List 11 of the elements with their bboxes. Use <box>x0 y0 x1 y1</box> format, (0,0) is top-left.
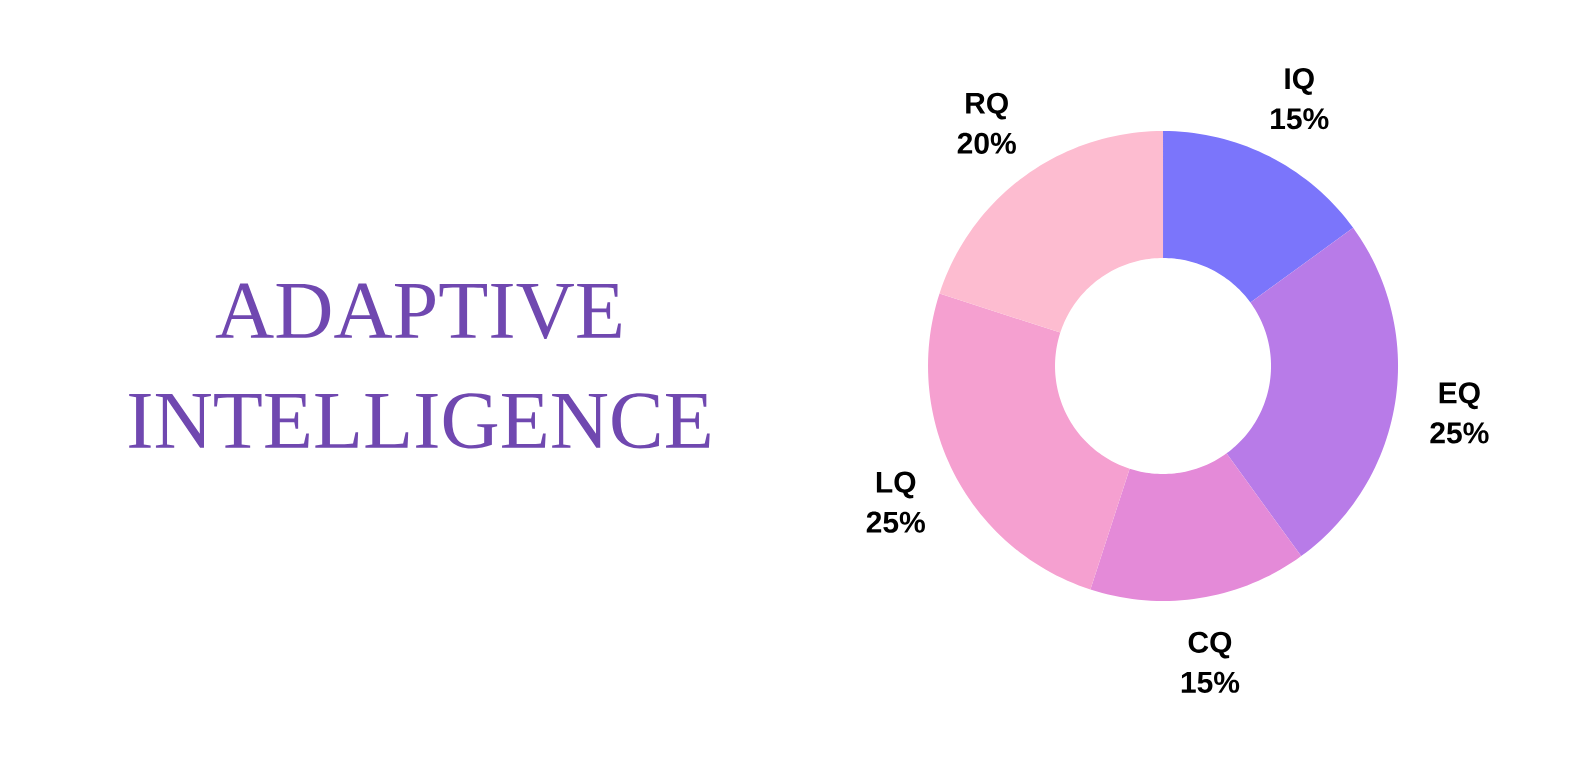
data-label: 15% <box>1181 671 1240 693</box>
data-label: 25% <box>866 511 925 533</box>
data-label: 15% <box>1271 108 1329 130</box>
data-label: 20% <box>957 132 1016 154</box>
slice-label: CQ <box>1188 631 1232 659</box>
slice-label: RQ <box>966 92 1008 120</box>
text: ADAPTIVE INTELLIGENCE <box>129 283 710 449</box>
data-label: 25% <box>1430 422 1489 444</box>
slice-label: IQ <box>1285 68 1314 95</box>
slice-label: EQ <box>1439 382 1480 410</box>
slice-label: LQ <box>876 471 916 499</box>
